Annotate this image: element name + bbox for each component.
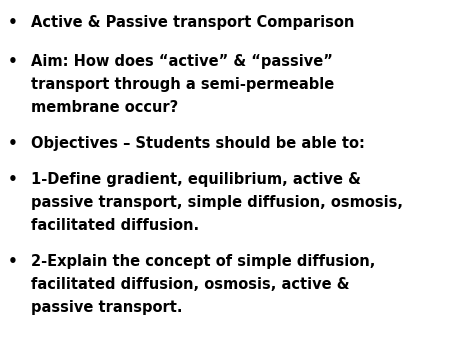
Text: Aim: How does “active” & “passive”: Aim: How does “active” & “passive” — [31, 54, 333, 69]
Text: •: • — [8, 15, 18, 30]
Text: facilitated diffusion, osmosis, active &: facilitated diffusion, osmosis, active & — [31, 277, 349, 292]
Text: •: • — [8, 254, 18, 269]
Text: •: • — [8, 136, 18, 151]
Text: •: • — [8, 172, 18, 187]
Text: Objectives – Students should be able to:: Objectives – Students should be able to: — [31, 136, 364, 151]
Text: Active & Passive transport Comparison: Active & Passive transport Comparison — [31, 15, 354, 30]
Text: transport through a semi-permeable: transport through a semi-permeable — [31, 77, 334, 92]
Text: 1-Define gradient, equilibrium, active &: 1-Define gradient, equilibrium, active & — [31, 172, 360, 187]
Text: •: • — [8, 54, 18, 69]
Text: passive transport.: passive transport. — [31, 300, 182, 315]
Text: 2-Explain the concept of simple diffusion,: 2-Explain the concept of simple diffusio… — [31, 254, 375, 269]
Text: facilitated diffusion.: facilitated diffusion. — [31, 218, 199, 233]
Text: membrane occur?: membrane occur? — [31, 100, 178, 115]
Text: passive transport, simple diffusion, osmosis,: passive transport, simple diffusion, osm… — [31, 195, 403, 210]
